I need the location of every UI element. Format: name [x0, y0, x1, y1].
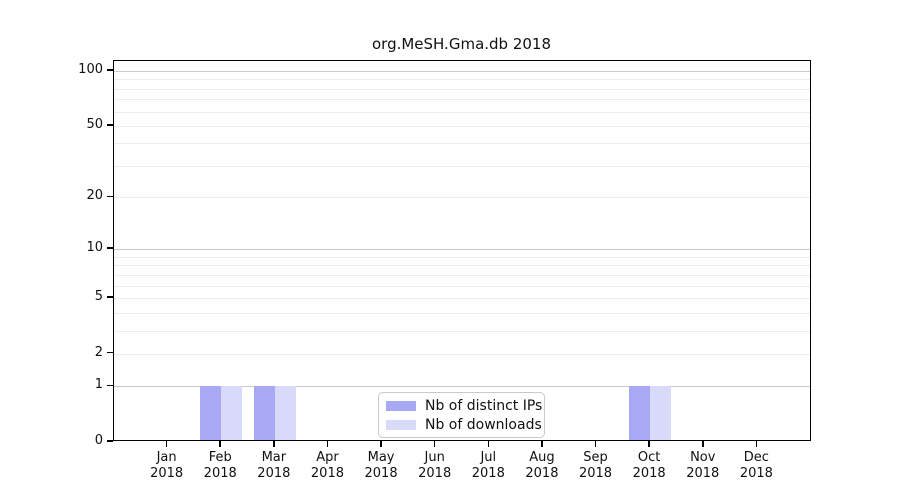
x-axis-tick	[326, 441, 329, 447]
gridline-minor	[114, 143, 810, 145]
legend-label-downloads: Nb of downloads	[425, 416, 542, 433]
legend-swatch-distinct-ips-icon	[386, 400, 416, 411]
y-axis-tick	[107, 69, 113, 71]
gridline-minor	[114, 312, 810, 314]
y-axis-tick	[107, 247, 113, 249]
legend-swatch-downloads-icon	[386, 419, 416, 430]
x-axis-tick	[755, 441, 758, 447]
y-axis-tick-label: 50	[86, 116, 103, 132]
y-axis-tick-label: 10	[86, 240, 103, 256]
gridline-minor	[114, 125, 810, 127]
year-label: 2018	[525, 466, 559, 481]
x-axis-tick-label: Sep 2018	[569, 450, 623, 482]
gridline-minor	[114, 353, 810, 355]
y-axis-tick-label: 0	[94, 433, 103, 448]
gridline-minor	[114, 165, 810, 167]
bar-distinct-ips	[629, 386, 651, 441]
x-axis-tick	[648, 441, 650, 447]
y-axis-tick	[107, 296, 113, 298]
month-label: Jul	[480, 450, 497, 465]
x-axis-tick-label: Jul 2018	[461, 450, 515, 482]
month-label: Apr	[316, 450, 339, 465]
month-label: Jun	[424, 450, 445, 465]
x-axis-tick-label: Dec 2018	[729, 450, 783, 482]
year-label: 2018	[418, 466, 452, 481]
month-label: Sep	[583, 450, 608, 465]
y-axis-tick-label: 100	[78, 62, 103, 77]
year-label: 2018	[471, 466, 505, 481]
x-axis-tick-label: Mar 2018	[247, 450, 301, 482]
bar-downloads	[274, 386, 296, 441]
month-label: Aug	[529, 450, 555, 465]
year-label: 2018	[686, 466, 720, 481]
plot-area	[113, 60, 811, 441]
year-label: 2018	[257, 466, 291, 481]
gridline-minor	[114, 88, 810, 90]
x-axis-tick-label: Jan 2018	[140, 450, 194, 482]
chart-title: org.MeSH.Gma.db 2018	[371, 35, 552, 53]
x-axis-tick	[487, 441, 490, 447]
x-axis-tick-label: Nov 2018	[676, 450, 730, 482]
y-axis-tick-label: 20	[86, 188, 103, 204]
gridline-minor	[114, 330, 810, 332]
year-label: 2018	[632, 466, 666, 481]
y-axis-tick-label: 2	[94, 344, 103, 360]
month-label: May	[367, 450, 395, 465]
month-label: Mar	[261, 450, 287, 465]
bar-downloads	[650, 386, 672, 441]
x-axis-tick	[165, 441, 168, 447]
x-axis-tick	[219, 441, 221, 447]
gridline-minor	[114, 99, 810, 101]
y-axis-tick	[107, 195, 113, 197]
y-axis-tick	[107, 440, 113, 442]
year-label: 2018	[578, 466, 613, 481]
bar-downloads	[221, 386, 243, 441]
x-axis-tick-label: Feb 2018	[193, 450, 247, 482]
x-axis-tick	[273, 441, 275, 447]
x-axis-tick	[541, 441, 543, 447]
gridline-major	[114, 249, 810, 251]
y-axis-tick	[107, 124, 113, 126]
x-axis-tick-label: Apr 2018	[300, 450, 354, 482]
year-label: 2018	[203, 466, 237, 481]
gridline-minor	[114, 197, 810, 199]
year-label: 2018	[310, 466, 344, 481]
x-axis-tick-label: Oct 2018	[622, 450, 676, 482]
gridline-major	[114, 386, 810, 388]
gridline-minor	[114, 265, 810, 267]
y-axis-tick-label: 5	[94, 288, 103, 304]
y-axis-tick	[107, 351, 113, 354]
month-label: Nov	[690, 450, 716, 465]
x-axis-tick-label: Jun 2018	[408, 450, 462, 482]
y-axis-tick-label: 1	[94, 377, 103, 393]
y-axis-tick	[107, 384, 113, 387]
year-label: 2018	[364, 466, 398, 481]
legend-item-downloads: Nb of downloads	[386, 418, 544, 432]
year-label: 2018	[739, 466, 773, 481]
x-axis-tick	[433, 441, 436, 447]
legend-item-distinct-ips: Nb of distinct IPs	[386, 399, 544, 413]
x-axis-tick-label: May 2018	[354, 450, 408, 482]
gridline-minor	[114, 79, 810, 81]
gridline-minor	[114, 256, 810, 258]
legend-label-distinct-ips: Nb of distinct IPs	[425, 397, 543, 414]
x-axis-tick	[380, 441, 382, 447]
gridline-minor	[114, 297, 810, 299]
bar-distinct-ips	[253, 386, 275, 441]
legend: Nb of distinct IPs Nb of downloads	[378, 392, 545, 438]
month-label: Dec	[743, 450, 769, 465]
bar-distinct-ips	[200, 386, 222, 441]
gridline-major	[114, 71, 810, 72]
gridline-minor	[114, 274, 810, 276]
x-axis-tick-label: Aug 2018	[515, 450, 569, 482]
month-label: Oct	[637, 450, 661, 465]
year-label: 2018	[150, 466, 184, 481]
x-axis-tick	[702, 441, 704, 447]
x-axis-tick	[594, 441, 597, 447]
month-label: Jan	[156, 450, 177, 465]
month-label: Feb	[208, 450, 232, 465]
gridline-minor	[114, 111, 810, 113]
gridline-minor	[114, 285, 810, 287]
